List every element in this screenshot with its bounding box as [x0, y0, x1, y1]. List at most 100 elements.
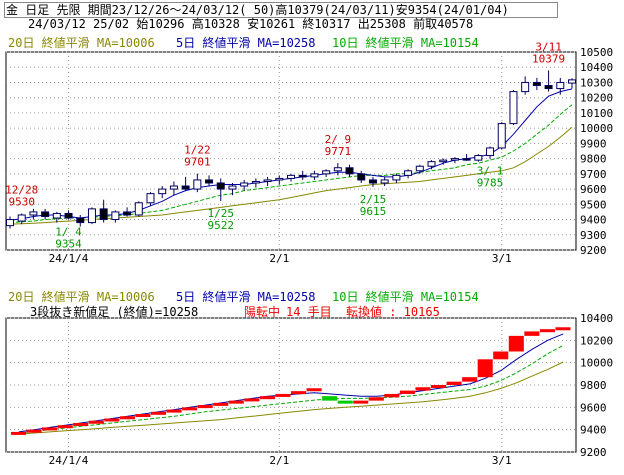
annotation-high-value: 10379 [532, 52, 565, 65]
new-price-bar [539, 329, 555, 333]
x-tick-label: 2/1 [269, 454, 289, 467]
new-price-bar [275, 393, 291, 397]
new-price-bar [182, 407, 198, 411]
annotation-low-date: 1/ 4 [55, 226, 82, 239]
new-price-bar [477, 359, 493, 378]
new-price-bar [555, 327, 571, 331]
annotation-high-value: 9701 [184, 156, 211, 169]
candle-body [99, 208, 108, 221]
candle-body [287, 174, 295, 179]
x-tick-label: 2/1 [269, 252, 289, 265]
candle-body [368, 179, 377, 184]
legend-top-ma5: 5日 終値平滑 MA=10258 [176, 36, 316, 50]
candle-body [87, 208, 96, 224]
candle-body [345, 167, 354, 175]
candle-body [169, 185, 178, 190]
candle-body [64, 212, 73, 219]
candle-body [450, 158, 459, 161]
candle-body [333, 167, 342, 172]
annotation-high-value: 9530 [8, 195, 35, 208]
new-price-bar [104, 418, 120, 422]
legend-bottom-ma10: 10日 終値平滑 MA=10154 [332, 290, 479, 304]
candle-body [111, 211, 120, 221]
y-tick-label: 10300 [580, 76, 613, 89]
y-tick-label: 9600 [580, 183, 607, 196]
new-price-bar [228, 400, 244, 404]
legend-bottom-ma20: 20日 終値平滑 MA=10006 [8, 290, 155, 304]
candle-body [521, 81, 530, 93]
new-price-bar [11, 431, 27, 435]
candle-body [544, 85, 553, 90]
x-tick-label: 24/1/4 [49, 454, 89, 467]
candle-body [52, 212, 61, 219]
kagi-state: 陽転中 [244, 305, 281, 319]
x-tick-label: 24/1/4 [49, 252, 89, 265]
y-tick-label: 10100 [580, 107, 613, 120]
candle-body [6, 219, 14, 227]
candle-body [146, 193, 155, 204]
header: 金 日足 先限 期間23/12/26〜24/03/12( 50)高10379(2… [0, 0, 624, 32]
candle-body [497, 123, 506, 149]
candle-body [322, 170, 331, 175]
new-price-bar [135, 414, 151, 418]
legend-bottom-ma5: 5日 終値平滑 MA=10258 [176, 290, 316, 304]
candle-body [263, 179, 272, 182]
new-price-bar [337, 400, 353, 404]
candle-body [29, 211, 38, 216]
new-price-bar [322, 396, 338, 401]
y-tick-label: 10500 [580, 46, 613, 59]
candle-body [380, 179, 389, 184]
candle-body [181, 185, 190, 190]
annotation-low-date: 3/ 1 [477, 165, 504, 178]
kagi-label: 3段抜き新値足 (終値)=10258 [30, 305, 199, 319]
candle-body [439, 159, 448, 163]
annotation-low-date: 2/15 [360, 193, 387, 206]
new-price-bar [462, 377, 478, 382]
x-tick-label: 3/1 [492, 252, 512, 265]
y-tick-label: 9300 [580, 229, 607, 242]
annotation-low-value: 9522 [208, 219, 235, 232]
legend-top-ma20: 20日 終値平滑 MA=10006 [8, 36, 155, 50]
new-price-bar [42, 427, 58, 431]
y-tick-label: 9900 [580, 137, 607, 150]
candle-body [205, 179, 214, 184]
annotation-high-date: 2/ 9 [325, 133, 352, 146]
y-tick-label: 9400 [580, 424, 607, 437]
candle-body [41, 211, 50, 217]
ma10-line [18, 345, 564, 434]
candle-body [310, 173, 319, 178]
header-line1-box [4, 2, 558, 18]
new-price-bar [384, 393, 400, 398]
new-price-bar [306, 388, 322, 392]
new-price-bar [493, 351, 509, 360]
new-price-bar [508, 335, 524, 352]
new-price-bar [524, 331, 540, 336]
candle-body [228, 185, 237, 190]
y-tick-label: 9600 [580, 401, 607, 414]
y-tick-label: 10000 [580, 357, 613, 370]
candle-body [404, 170, 413, 176]
ma5-line [18, 333, 564, 433]
new-price-bar [73, 422, 89, 426]
ma20-line [18, 361, 564, 435]
annotation-low-value: 9785 [477, 177, 504, 190]
candle-body [568, 79, 576, 84]
legend-top-ma10: 10日 終値平滑 MA=10154 [332, 36, 479, 50]
new-price-bar [259, 396, 275, 400]
y-tick-label: 10400 [580, 312, 613, 325]
candle-body [158, 188, 167, 195]
new-price-bar [368, 397, 384, 401]
annotation-high-date: 3/11 [535, 40, 562, 53]
header-line2: 24/03/12 25/02 始10296 高10328 安10261 終103… [28, 17, 474, 31]
y-tick-label: 9400 [580, 214, 607, 227]
candle-body [216, 182, 225, 190]
y-tick-label: 10200 [580, 334, 613, 347]
kagi-switch: 転換値 : 10165 [346, 305, 440, 319]
candle-body [240, 182, 249, 187]
annotation-low-value: 9354 [55, 238, 82, 251]
candle-body [486, 147, 495, 157]
candle-body [392, 174, 401, 181]
new-price-bar [213, 402, 229, 406]
new-price-bar [353, 400, 369, 404]
new-price-bar [166, 409, 182, 413]
